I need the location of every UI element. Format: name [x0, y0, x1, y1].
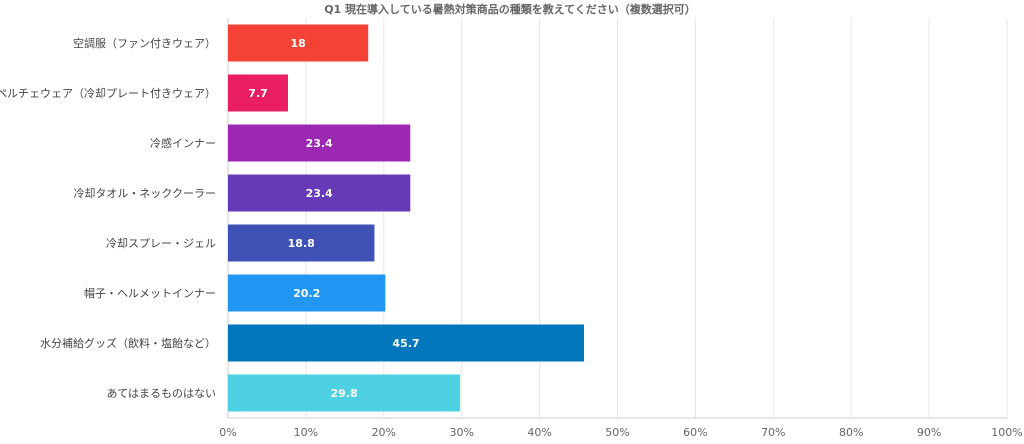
category-label: 冷却スプレー・ジェル: [106, 237, 216, 250]
category-label: 冷感インナー: [150, 137, 216, 150]
x-tick-label: 10%: [294, 426, 318, 439]
bar-value-label: 18.8: [288, 237, 315, 250]
bar: [228, 374, 461, 412]
bar: [228, 124, 411, 162]
bar-value-label: 20.2: [293, 287, 320, 300]
bar: [228, 24, 369, 62]
bar-value-label: 23.4: [306, 187, 333, 200]
x-tick-label: 100%: [991, 426, 1022, 439]
x-tick-label: 40%: [527, 426, 551, 439]
category-label: 冷却タオル・ネッククーラー: [73, 187, 216, 200]
category-labels: 空調服（ファン付きウェア） ペルチェウェア（冷却プレート付きウェア） 冷感インナー冷…: [0, 36, 216, 400]
x-tick-label: 20%: [372, 426, 396, 439]
x-tick-label: 60%: [683, 426, 707, 439]
category-label: ペルチェウェア（冷却プレート付きウェア）: [0, 87, 216, 100]
x-tick-label: 50%: [605, 426, 629, 439]
bars: 18 7.7 23.4 23.4 18.8 20.2 45.7 29.8: [228, 24, 585, 412]
chart-title: Q1 現在導入している暑熱対策商品の種類を教えてください（複数選択可）: [324, 2, 696, 16]
bar-value-label: 45.7: [392, 337, 419, 350]
x-axis-ticks: 0% 10% 20% 30% 40% 50% 60% 70% 80% 90% 100%: [219, 426, 1022, 439]
bar-value-label: 18: [290, 37, 305, 50]
category-label: 水分補給グッズ（飲料・塩飴など）: [40, 336, 216, 350]
x-tick-label: 0%: [219, 426, 236, 439]
x-tick-label: 30%: [449, 426, 473, 439]
x-tick-label: 70%: [761, 426, 785, 439]
bar-value-label: 23.4: [306, 137, 333, 150]
bar: [228, 224, 375, 262]
bar: [228, 274, 386, 312]
category-label: 帽子・ヘルメットインナー: [84, 287, 216, 300]
bar-value-label: 7.7: [248, 87, 268, 100]
bar: [228, 324, 585, 362]
bar: [228, 74, 288, 112]
bar: [228, 174, 411, 212]
x-tick-label: 90%: [917, 426, 941, 439]
x-tick-label: 80%: [839, 426, 863, 439]
bar-value-label: 29.8: [331, 387, 358, 400]
gridlines: [227, 18, 1008, 419]
category-label: 空調服（ファン付きウェア）: [73, 36, 216, 50]
category-label: あてはまるものはない: [106, 387, 216, 400]
